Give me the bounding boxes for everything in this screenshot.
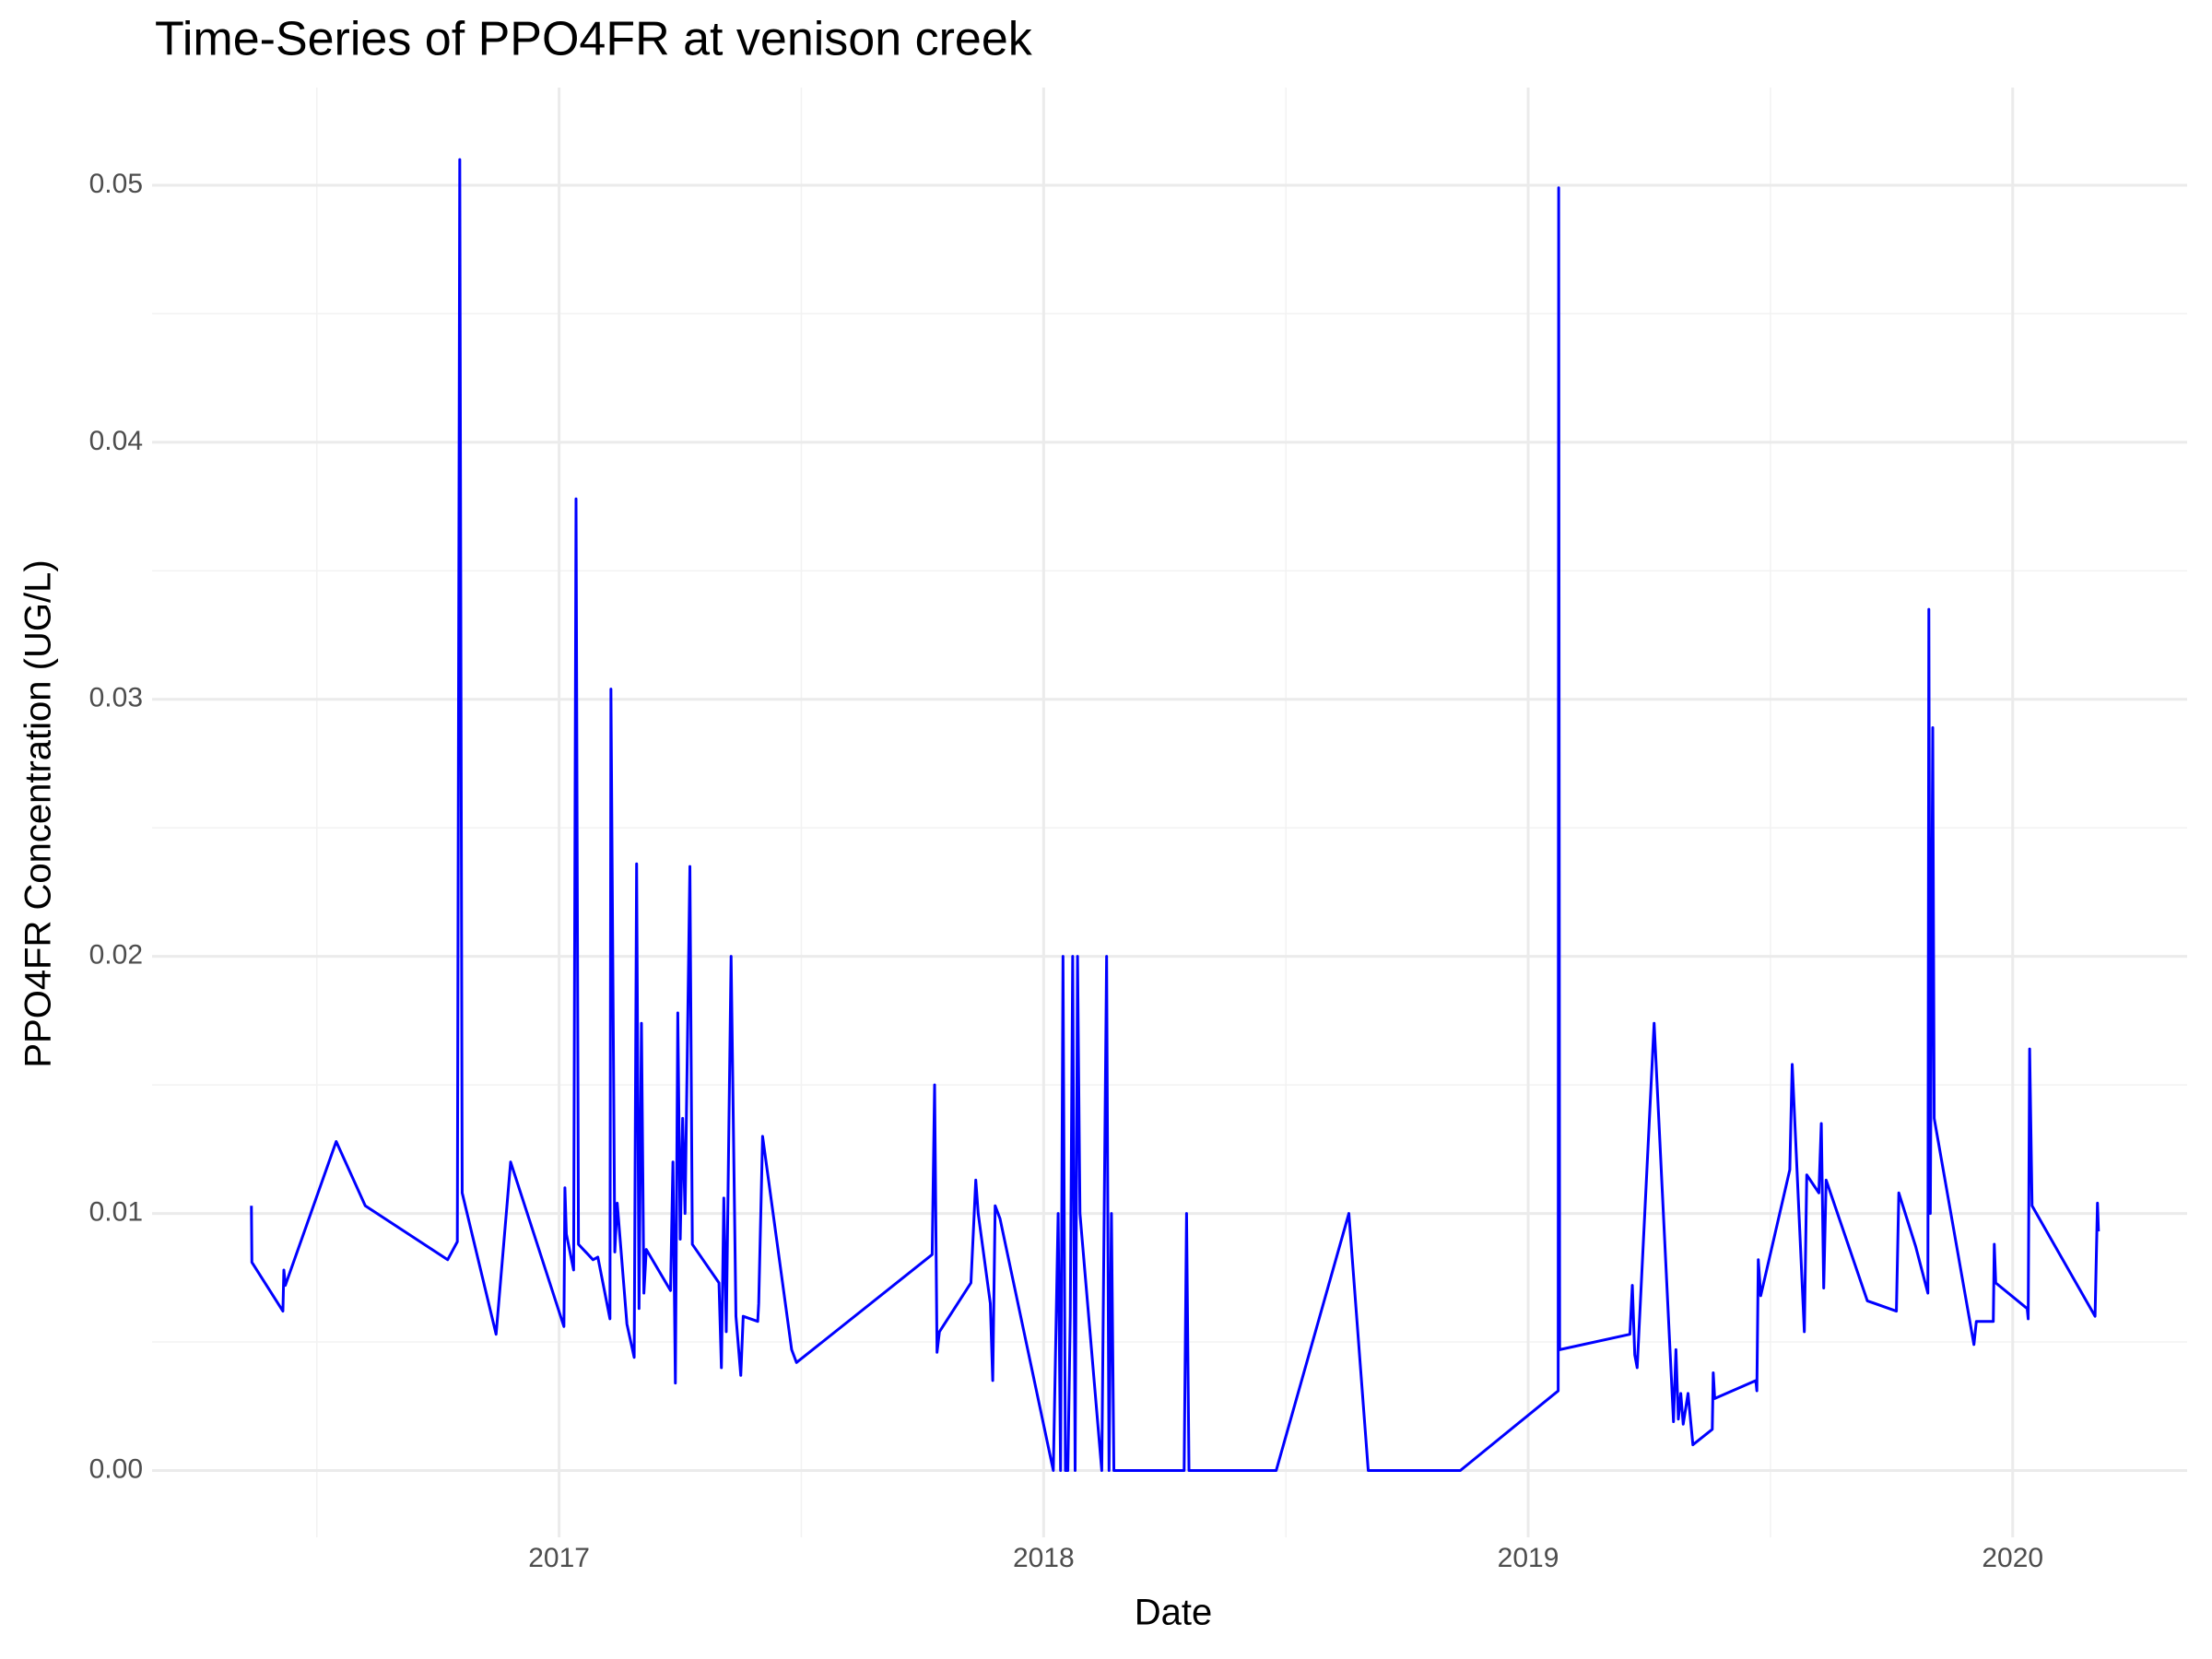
x-tick-label: 2017 bbox=[528, 1543, 590, 1573]
y-tick-label: 0.02 bbox=[89, 940, 143, 971]
data-line bbox=[250, 158, 2100, 1472]
y-tick-label: 0.05 bbox=[89, 169, 143, 199]
x-tick-label: 2020 bbox=[1982, 1543, 2043, 1573]
y-tick-label: 0.03 bbox=[89, 683, 143, 713]
chart-title: Time-Series of PPO4FR at venison creek bbox=[155, 13, 1033, 66]
x-axis-title: Date bbox=[1135, 1593, 1213, 1633]
y-tick-label: 0.01 bbox=[89, 1197, 143, 1228]
x-tick-label: 2018 bbox=[1013, 1543, 1075, 1573]
y-axis-title: PPO4FR Concentration (UG/L) bbox=[18, 559, 59, 1067]
y-tick-label: 0.00 bbox=[89, 1453, 143, 1484]
x-tick-label: 2019 bbox=[1498, 1543, 1559, 1573]
y-tick-label: 0.04 bbox=[89, 426, 143, 456]
